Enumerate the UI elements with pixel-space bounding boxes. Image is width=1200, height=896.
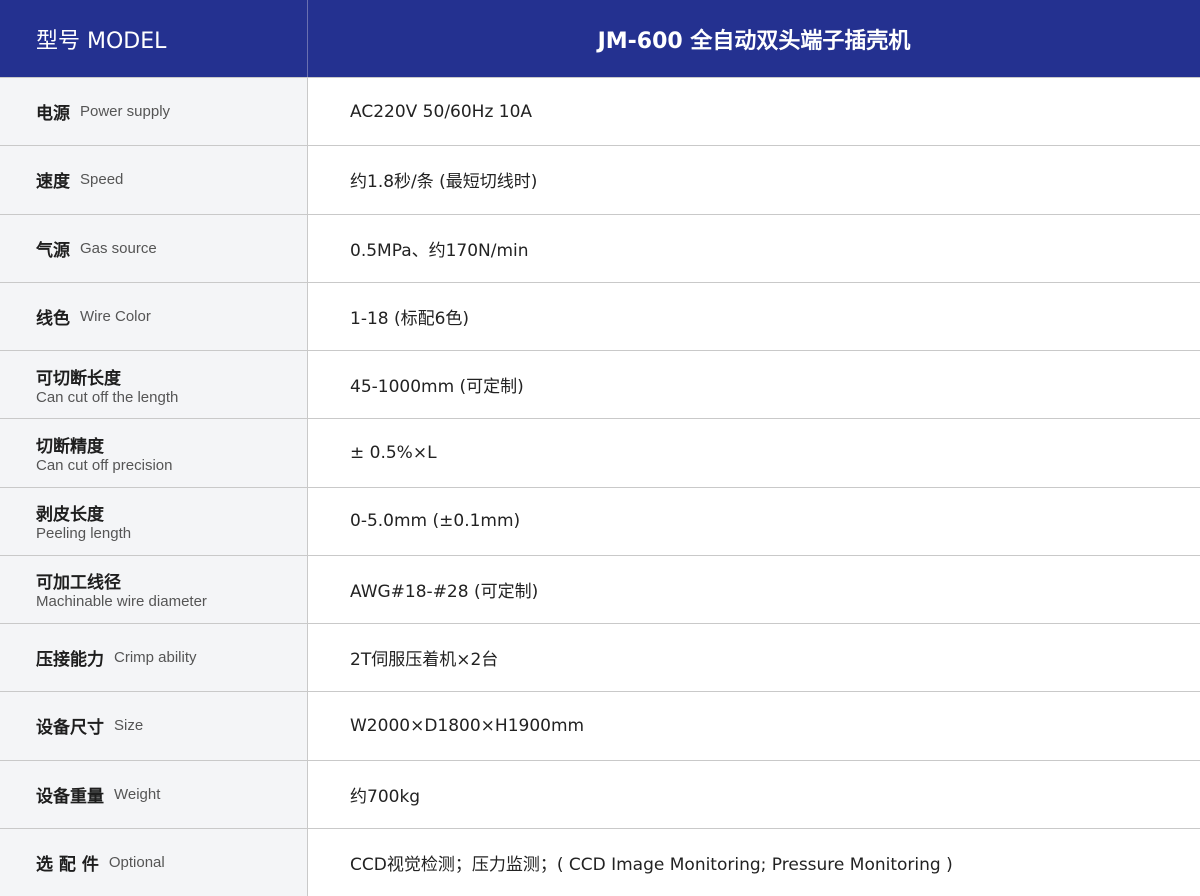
spec-value: 约700kg [350,786,421,807]
spec-label-en: Power supply [80,103,171,121]
spec-row: 可加工线径 Machinable wire diameter AWG#18-#28 … [0,554,1200,623]
spec-value: AC220V 50/60Hz 10A [350,101,533,122]
spec-label-en: Wire Color [80,307,151,325]
spec-label-cn: 可加工线径 [36,573,121,594]
spec-label-cn: 选 配 件 [36,854,99,875]
spec-label-en: Gas source [80,239,157,257]
spec-label-cn: 气源 [36,240,70,261]
spec-label-cn: 剥皮长度 [36,505,104,526]
spec-value: 0-5.0mm (±0.1mm) [350,511,521,532]
spec-label: 电源 Power supply [0,78,308,146]
table-header: 型号 MODEL JM-600 全自动双头端子插壳机 [0,0,1200,77]
spec-value: 约1.8秒/条 (最短切线时) [350,172,538,193]
spec-label-en: Weight [114,785,161,803]
spec-label-cn: 速度 [36,172,70,193]
spec-label-en: Speed [80,171,124,189]
spec-label-en: Optional [108,853,165,871]
spec-label-en: Can cut off the length [36,388,179,406]
spec-row: 可切断长度 Can cut off the length 45-1000mm (可定… [0,350,1200,419]
spec-value: W2000×D1800×H1900mm [350,715,585,736]
spec-value: 2T伺服压着机×2台 [350,650,499,671]
spec-label: 剥皮长度 Peeling length [0,487,308,555]
spec-label-cn: 切断精度 [36,436,104,457]
spec-label-en: Machinable wire diameter [36,593,207,611]
spec-label-cn: 可切断长度 [36,368,121,389]
spec-label: 设备重量 Weight [0,760,308,828]
spec-label-cn: 设备尺寸 [36,718,104,739]
spec-label: 可切断长度 Can cut off the length [0,351,308,419]
spec-label-cn: 线色 [36,308,70,329]
model-label: 型号 MODEL [0,0,308,77]
spec-row: 选 配 件 Optional CCD视觉检测；压力监测；( CCD Image Mo… [0,827,1200,896]
spec-label-cn: 压接能力 [36,650,104,671]
spec-label: 线色 Wire Color [0,282,308,350]
spec-label-en: Peeling length [36,525,132,543]
spec-label-cn: 电源 [36,104,70,125]
spec-label-en: Crimp ability [114,649,197,667]
spec-value: ± 0.5%×L [350,442,437,463]
spec-row: 剥皮长度 Peeling length 0-5.0mm (±0.1mm) [0,486,1200,555]
spec-label: 压接能力 Crimp ability [0,624,308,692]
spec-row: 速度 Speed 约1.8秒/条 (最短切线时) [0,145,1200,214]
spec-label-en: Size [114,717,144,735]
spec-value: 1-18 (标配6色) [350,308,470,329]
spec-label: 切断精度 Can cut off precision [0,419,308,487]
spec-label: 设备尺寸 Size [0,692,308,760]
spec-value: CCD视觉检测；压力监测；( CCD Image Monitoring; Pre… [350,854,953,875]
spec-value: 45-1000mm (可定制) [350,377,524,398]
model-value: JM-600 全自动双头端子插壳机 [597,28,911,54]
spec-label: 选 配 件 Optional [0,828,308,896]
spec-row: 气源 Gas source 0.5MPa、约170N/min [0,213,1200,282]
spec-label: 可加工线径 Machinable wire diameter [0,555,308,623]
spec-row: 切断精度 Can cut off precision ± 0.5%×L [0,418,1200,487]
spec-label: 速度 Speed [0,146,308,214]
spec-rows: 电源 Power supply AC220V 50/60Hz 10A 速度 Speed 约… [0,77,1200,896]
spec-value: 0.5MPa、约170N/min [350,240,529,261]
spec-row: 电源 Power supply AC220V 50/60Hz 10A [0,77,1200,146]
spec-label: 气源 Gas source [0,214,308,282]
spec-row: 设备重量 Weight 约700kg [0,759,1200,828]
spec-row: 压接能力 Crimp ability 2T伺服压着机×2台 [0,623,1200,692]
spec-label-en: Can cut off precision [36,456,173,474]
spec-row: 设备尺寸 Size W2000×D1800×H1900mm [0,691,1200,760]
spec-value: AWG#18-#28 (可定制) [350,581,539,602]
spec-label-cn: 设备重量 [36,786,104,807]
spec-row: 线色 Wire Color 1-18 (标配6色) [0,281,1200,350]
